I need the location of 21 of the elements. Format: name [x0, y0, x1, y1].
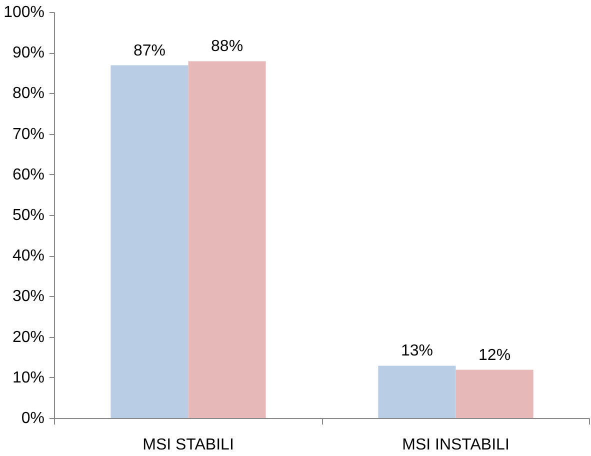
- y-tick-label: 10%: [12, 369, 45, 386]
- y-tick-label: 90%: [12, 44, 45, 62]
- x-tick-label: MSI INSTABILI: [402, 436, 510, 454]
- bar: [188, 61, 266, 418]
- data-label: 87%: [133, 42, 166, 60]
- y-tick-label: 20%: [12, 328, 45, 346]
- y-tick-label: 30%: [12, 288, 45, 306]
- bar: [456, 370, 534, 418]
- data-label: 13%: [400, 342, 433, 360]
- bar: [110, 65, 188, 418]
- data-label: 12%: [478, 346, 511, 364]
- y-tick-label: 70%: [12, 126, 45, 143]
- y-tick-label: 50%: [12, 207, 45, 224]
- y-tick-label: 40%: [12, 248, 45, 265]
- y-tick-label: 80%: [12, 85, 45, 102]
- bar: [378, 366, 456, 418]
- y-tick-label: 0%: [21, 410, 44, 427]
- x-tick-label: MSI STABILI: [142, 436, 234, 454]
- data-label: 88%: [211, 38, 244, 56]
- y-tick-label: 60%: [12, 166, 45, 184]
- y-tick-label: 100%: [4, 4, 44, 21]
